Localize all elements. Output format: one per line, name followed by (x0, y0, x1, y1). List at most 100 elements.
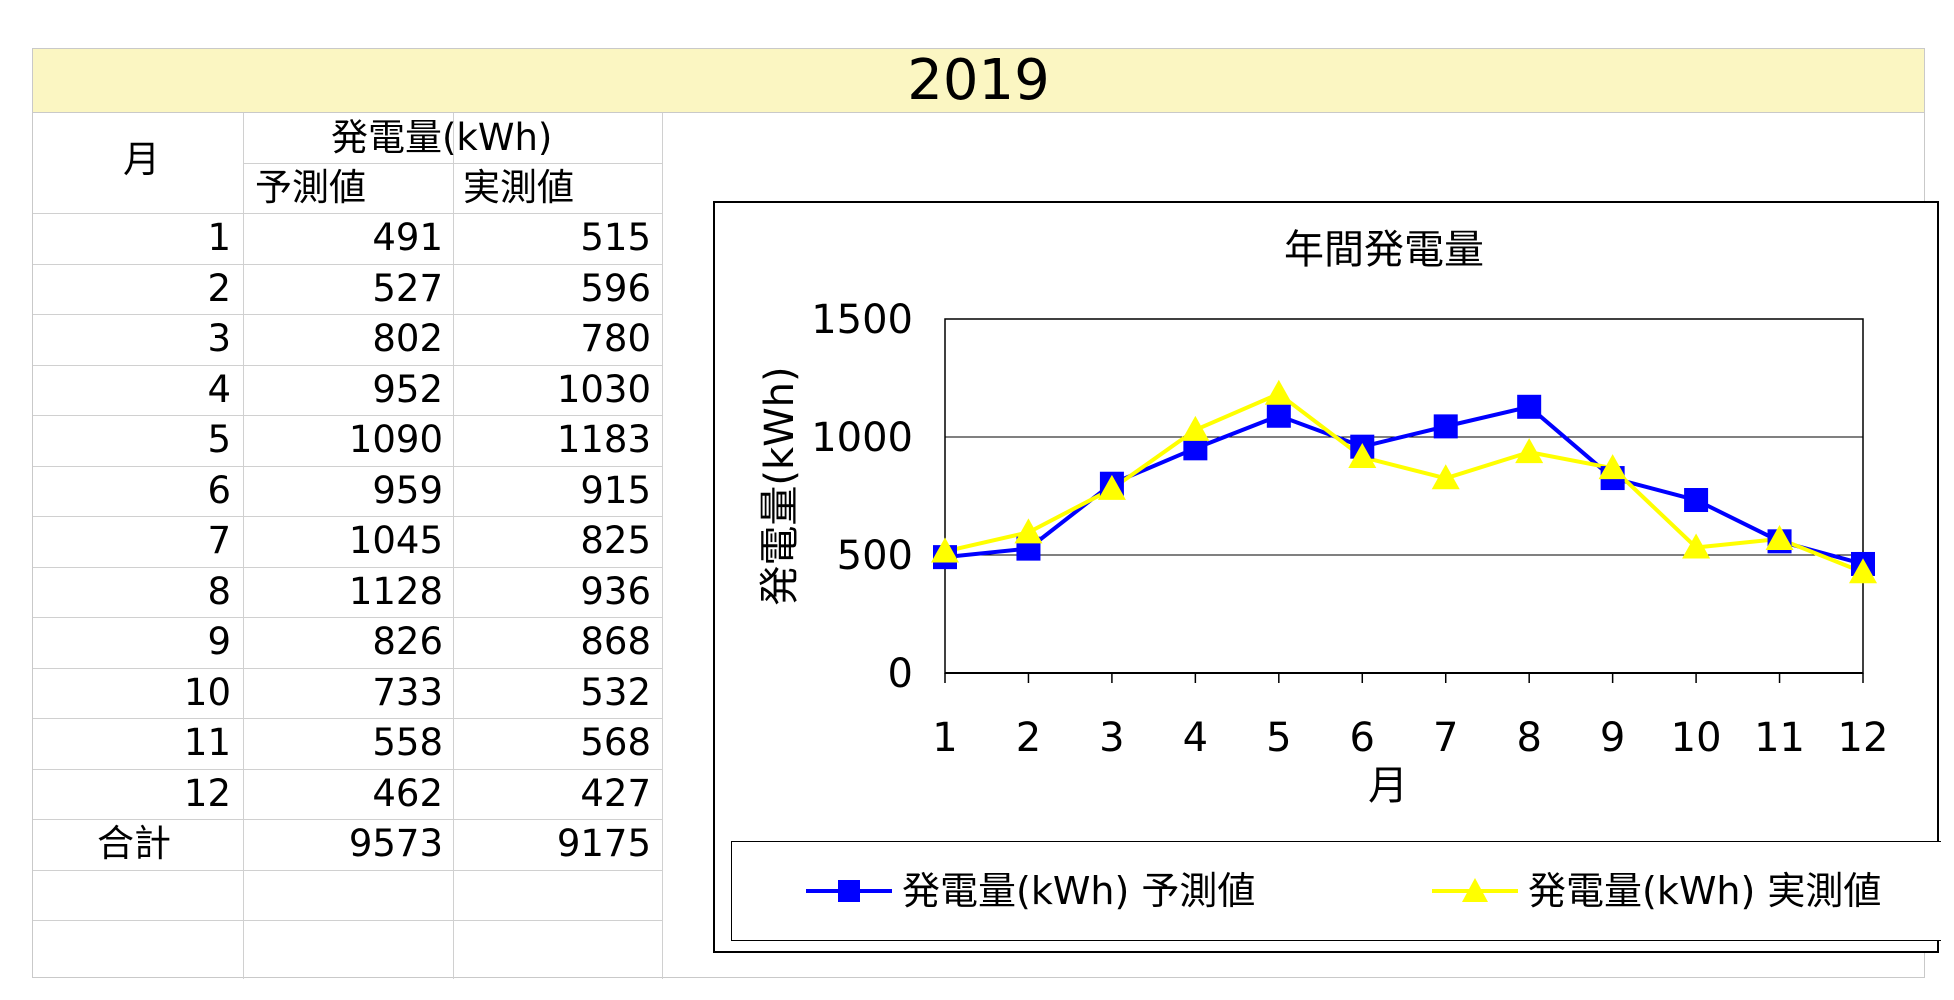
actual-point (1097, 474, 1126, 500)
legend-label-predicted: 発電量(kWh) 予測値 (902, 869, 1256, 913)
legend-item-predicted: 発電量(kWh) 予測値 (806, 866, 1326, 916)
total-predicted: 9573 (348, 822, 443, 865)
predicted-cell: 462 (372, 771, 443, 815)
annual-generation-chart: 年間発電量 0 500 1000 1500 1 2 3 4 5 6 7 8 9 10 11 12 月発電量(kWh… (713, 201, 1941, 953)
predicted-cell: 1045 (348, 519, 443, 562)
column-divider (662, 113, 663, 979)
x-tick-label: 7 (1433, 715, 1458, 761)
y-tick-label: 0 (888, 651, 913, 697)
month-cell: 12 (183, 771, 231, 815)
predicted-cell: 802 (372, 317, 443, 360)
actual-cell: 825 (580, 519, 651, 562)
month-cell: 10 (183, 670, 231, 714)
actual-cell: 427 (580, 771, 651, 815)
x-tick-label: 5 (1266, 715, 1291, 761)
month-cell: 6 (207, 468, 231, 512)
predicted-cell: 1090 (348, 418, 443, 461)
actual-cell: 532 (580, 670, 651, 714)
predicted-cell: 733 (372, 670, 443, 714)
x-axis-label: 月 (1368, 763, 1408, 809)
data-table: 月 発電量(kWh) 予測値 実測値 1 491 515 2 527 596 3 802 780… (33, 113, 663, 979)
header-generation: 発電量(kWh) (331, 116, 553, 159)
row-divider (33, 920, 663, 921)
x-tick-label: 9 (1600, 715, 1625, 761)
actual-cell: 1030 (556, 367, 651, 411)
x-tick-label: 3 (1099, 715, 1124, 761)
x-tick-label: 12 (1838, 715, 1889, 761)
actual-cell: 936 (580, 569, 651, 613)
legend-label-actual: 発電量(kWh) 実測値 (1528, 869, 1882, 913)
actual-cell: 915 (580, 468, 651, 512)
predicted-cell: 952 (372, 367, 443, 411)
y-tick-label: 500 (837, 533, 913, 579)
series-line-actual (944, 391, 1864, 575)
x-tick-label: 8 (1516, 715, 1541, 761)
actual-cell: 515 (580, 216, 651, 259)
month-cell: 5 (207, 418, 231, 461)
month-cell: 8 (207, 569, 231, 613)
month-cell: 11 (183, 721, 231, 764)
actual-point (1431, 464, 1460, 490)
predicted-point (1684, 488, 1709, 513)
chart-legend: 発電量(kWh) 予測値 発電量(kWh) 実測値 (731, 841, 1941, 941)
row-divider (33, 465, 663, 467)
predicted-cell: 558 (372, 721, 443, 764)
header-month: 月 (123, 138, 160, 181)
x-tick-label: 11 (1754, 715, 1805, 761)
row-divider (33, 718, 663, 719)
predicted-point (1517, 394, 1542, 419)
row-divider (33, 667, 663, 669)
actual-point (1598, 454, 1627, 480)
square-marker-icon (806, 880, 892, 902)
triangle-marker-icon (1432, 878, 1518, 902)
actual-point (1264, 379, 1293, 405)
chart-title: 年間発電量 (1284, 227, 1484, 273)
column-divider (453, 113, 454, 979)
plot-area (944, 318, 1864, 674)
row-divider (33, 415, 663, 416)
month-cell: 9 (207, 620, 231, 663)
y-tick-label: 1000 (811, 415, 913, 461)
predicted-point (1266, 403, 1291, 428)
column-divider (243, 113, 244, 979)
x-tick-label: 2 (1016, 715, 1041, 761)
row-divider (33, 364, 663, 366)
actual-point (1849, 558, 1877, 584)
actual-point (1181, 415, 1210, 441)
predicted-cell: 959 (372, 468, 443, 512)
row-divider (33, 617, 663, 618)
predicted-cell: 826 (372, 620, 443, 663)
row-divider (33, 768, 663, 770)
row-divider (33, 566, 663, 568)
header-predicted: 予測値 (255, 166, 366, 209)
month-cell: 2 (207, 266, 231, 310)
y-axis-label: 発電量(kWh) (757, 366, 803, 605)
year-banner: 2019 (33, 49, 1924, 113)
actual-point (1014, 518, 1043, 544)
row-divider (33, 263, 663, 265)
predicted-cell: 527 (372, 266, 443, 310)
actual-cell: 596 (580, 266, 651, 310)
actual-point (1682, 533, 1711, 559)
actual-point (931, 537, 959, 563)
x-tick-label: 1 (932, 715, 957, 761)
actual-cell: 868 (580, 620, 651, 663)
spreadsheet-area: 2019 月 発電量(kWh) 予測値 実測値 1 491 515 2 527 596 3 8… (32, 48, 1941, 979)
row-divider (33, 819, 663, 820)
legend-item-actual: 発電量(kWh) 実測値 (1432, 866, 1952, 916)
row-divider (33, 869, 663, 871)
row-divider (33, 213, 663, 214)
actual-cell: 780 (580, 317, 651, 360)
row-divider (243, 163, 663, 164)
x-tick-label: 6 (1350, 715, 1375, 761)
month-cell: 4 (207, 367, 231, 411)
actual-point (1765, 524, 1794, 550)
y-tick-label: 1500 (811, 297, 913, 343)
month-cell: 7 (207, 519, 231, 562)
row-divider (33, 314, 663, 315)
total-label: 合計 (97, 822, 171, 865)
row-divider (33, 516, 663, 517)
predicted-cell: 491 (372, 216, 443, 259)
actual-point (1348, 443, 1377, 469)
